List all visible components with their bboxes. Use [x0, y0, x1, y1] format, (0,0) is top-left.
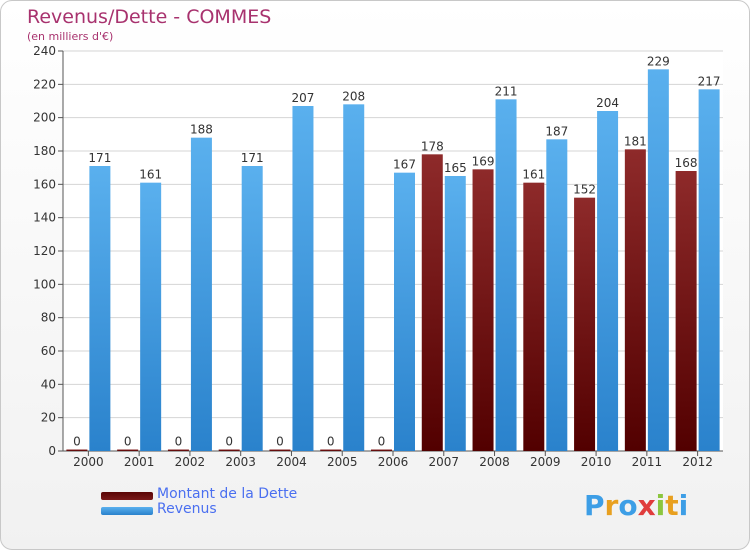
x-tick-label: 2004 — [276, 455, 307, 469]
data-label-revenus: 229 — [647, 54, 670, 68]
chart-title: Revenus/Dette - COMMES — [27, 6, 272, 28]
logo-letter: t — [665, 489, 679, 522]
bar-dette — [117, 449, 139, 451]
data-label-revenus: 187 — [545, 124, 568, 138]
data-label-revenus: 165 — [444, 161, 467, 175]
bar-revenus — [546, 139, 568, 452]
data-label-dette: 0 — [276, 435, 284, 449]
x-tick-label: 2008 — [479, 455, 510, 469]
data-label-dette: 0 — [73, 435, 81, 449]
data-label-dette: 181 — [624, 134, 647, 148]
y-tick-label: 180 — [33, 144, 56, 158]
y-tick-label: 20 — [41, 411, 56, 425]
bar-dette — [218, 449, 240, 451]
data-label-dette: 168 — [675, 156, 698, 170]
bar-dette — [421, 154, 443, 452]
bar-revenus — [343, 104, 365, 451]
x-tick-label: 2006 — [378, 455, 409, 469]
data-label-dette: 169 — [472, 154, 495, 168]
logo-letter: P — [584, 489, 605, 522]
y-tick-label: 60 — [41, 344, 56, 358]
x-tick-label: 2009 — [530, 455, 561, 469]
data-label-dette: 0 — [225, 435, 233, 449]
data-label-dette: 161 — [522, 168, 545, 182]
legend-label-dette: Montant de la Dette — [157, 486, 298, 502]
data-label-revenus: 171 — [241, 151, 264, 165]
bar-dette — [574, 197, 596, 451]
logo-letter: x — [637, 489, 656, 522]
bar-revenus — [89, 166, 111, 451]
bar-revenus — [140, 182, 162, 451]
data-label-revenus: 208 — [342, 89, 365, 103]
bar-dette — [624, 149, 646, 452]
data-label-dette: 0 — [378, 435, 386, 449]
logo-letter: i — [678, 489, 689, 522]
bar-revenus — [190, 137, 212, 451]
x-tick-label: 2011 — [632, 455, 663, 469]
bar-revenus — [394, 172, 415, 451]
bar-revenus — [292, 106, 314, 451]
bar-revenus — [698, 89, 720, 451]
legend-swatch-revenus — [101, 507, 153, 515]
chart-subtitle: (en milliers d'€) — [27, 30, 114, 43]
data-label-revenus: 171 — [88, 151, 111, 165]
y-tick-label: 120 — [33, 244, 56, 258]
data-label-revenus: 167 — [393, 158, 416, 172]
data-label-dette: 152 — [573, 183, 596, 197]
logo-letter: o — [618, 489, 638, 522]
y-tick-label: 0 — [48, 444, 56, 458]
legend-label-revenus: Revenus — [157, 501, 217, 517]
x-tick-label: 2002 — [175, 455, 206, 469]
bar-dette — [320, 449, 342, 451]
x-tick-label: 2000 — [73, 455, 104, 469]
y-tick-label: 240 — [33, 44, 56, 58]
logo-letter: i — [655, 489, 666, 522]
data-label-dette: 0 — [124, 435, 132, 449]
data-label-dette: 0 — [175, 435, 183, 449]
bar-dette — [269, 449, 291, 451]
y-tick-label: 140 — [33, 211, 56, 225]
bar-dette — [371, 449, 392, 451]
bar-dette — [66, 449, 88, 451]
bar-dette — [167, 449, 189, 451]
x-tick-label: 2010 — [581, 455, 612, 469]
bar-revenus — [444, 176, 466, 451]
data-label-revenus: 217 — [698, 74, 721, 88]
bar-dette — [472, 169, 494, 452]
y-tick-label: 160 — [33, 177, 56, 191]
data-label-revenus: 161 — [139, 168, 162, 182]
logo-letter: r — [604, 489, 619, 522]
data-label-revenus: 204 — [596, 96, 619, 110]
bar-revenus — [241, 166, 263, 451]
data-label-dette: 0 — [327, 435, 335, 449]
proxiti-logo: Proxiti — [584, 489, 688, 522]
y-tick-label: 200 — [33, 111, 56, 125]
bar-dette — [523, 182, 545, 451]
x-tick-label: 2007 — [428, 455, 459, 469]
data-label-revenus: 188 — [190, 123, 213, 137]
x-tick-label: 2005 — [327, 455, 358, 469]
bar-revenus — [597, 111, 619, 451]
x-tick-label: 2003 — [225, 455, 256, 469]
bar-revenus — [647, 69, 669, 451]
data-label-revenus: 211 — [495, 84, 518, 98]
y-tick-label: 80 — [41, 311, 56, 325]
x-tick-label: 2001 — [124, 455, 155, 469]
x-tick-label: 2012 — [682, 455, 713, 469]
bar-dette — [675, 171, 697, 451]
data-label-revenus: 207 — [292, 91, 315, 105]
data-label-dette: 178 — [421, 139, 444, 153]
legend-swatch-dette — [101, 492, 153, 500]
bar-revenus — [495, 99, 517, 451]
y-tick-label: 40 — [41, 377, 56, 391]
y-tick-label: 100 — [33, 277, 56, 291]
y-tick-label: 220 — [33, 77, 56, 91]
